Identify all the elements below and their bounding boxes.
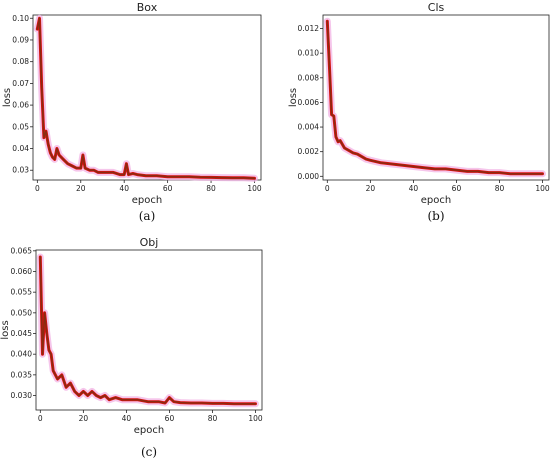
x-tick-label: 20 — [366, 184, 376, 193]
x-tick-label: 100 — [248, 414, 263, 423]
plot-frame — [32, 14, 262, 181]
y-tick-label: 0.010 — [298, 49, 320, 58]
x-tick-label: 100 — [535, 184, 550, 193]
chart-cls: Cls 0 20 40 60 80 100 0.000 0.002 0.004 0.006 0.008… — [288, 1, 550, 223]
chart-title: Obj — [140, 236, 159, 249]
chart-title: Cls — [428, 1, 445, 14]
y-tick-label: 0.05 — [12, 122, 29, 131]
chart-box: Box 0 20 40 60 80 100 0.03 0.04 0.05 0.06 0.07 0.08 0… — [2, 1, 262, 223]
series-line-smoothed — [36, 17, 256, 180]
x-axis-label: epoch — [421, 195, 451, 206]
x-tick-label: 80 — [208, 414, 218, 423]
y-tick-label: 0.03 — [12, 166, 29, 175]
y-tick-label: 0.012 — [298, 24, 320, 33]
subfigure-caption: (b) — [427, 209, 444, 223]
y-tick-label: 0.04 — [12, 144, 29, 153]
y-tick-label: 0.006 — [298, 98, 320, 107]
y-tick-label: 0.06 — [12, 101, 29, 110]
x-tick-label: 40 — [119, 184, 129, 193]
x-tick-label: 20 — [76, 184, 86, 193]
x-tick-label: 0 — [325, 184, 330, 193]
x-axis-label: epoch — [132, 195, 162, 206]
x-tick-label: 0 — [38, 414, 43, 423]
y-tick-label: 0.07 — [12, 79, 29, 88]
y-tick-label: 0.09 — [12, 35, 29, 44]
subfigure-caption: (c) — [141, 445, 157, 459]
x-tick-label: 80 — [206, 184, 216, 193]
x-tick-label: 60 — [452, 184, 462, 193]
subfigure-caption: (a) — [139, 209, 156, 223]
y-tick-label: 0.060 — [11, 267, 33, 276]
y-tick-label: 0.004 — [298, 123, 320, 132]
x-tick-label: 60 — [165, 414, 175, 423]
x-tick-label: 0 — [35, 184, 40, 193]
y-tick-label: 0.045 — [11, 329, 33, 338]
x-tick-label: 40 — [409, 184, 419, 193]
y-tick-label: 0.08 — [12, 57, 29, 66]
y-tick-label: 0.055 — [11, 288, 33, 297]
x-tick-label: 20 — [79, 414, 89, 423]
y-tick-label: 0.035 — [11, 370, 33, 379]
x-tick-label: 40 — [122, 414, 132, 423]
y-tick-label: 0.10 — [12, 14, 29, 23]
y-tick-label: 0.002 — [298, 147, 320, 156]
y-tick-label: 0.065 — [11, 246, 33, 255]
chart-obj: Obj 0 20 40 60 80 100 0.030 0.035 0.040 0.045 0.050… — [0, 236, 263, 459]
x-tick-label: 60 — [163, 184, 173, 193]
y-tick-label: 0.008 — [298, 73, 320, 82]
y-axis-label: loss — [0, 320, 11, 339]
x-axis-label: epoch — [134, 425, 164, 436]
x-tick-label: 100 — [247, 184, 262, 193]
y-axis-label: loss — [2, 88, 13, 107]
y-tick-label: 0.050 — [11, 308, 33, 317]
y-tick-label: 0.040 — [11, 350, 33, 359]
chart-title: Box — [137, 1, 158, 14]
series-line-smoothed — [39, 256, 257, 405]
x-tick-label: 80 — [495, 184, 505, 193]
y-axis-label: loss — [288, 88, 299, 107]
y-tick-label: 0.030 — [11, 391, 33, 400]
y-tick-label: 0.000 — [298, 172, 320, 181]
series-line-smoothed — [326, 20, 544, 175]
